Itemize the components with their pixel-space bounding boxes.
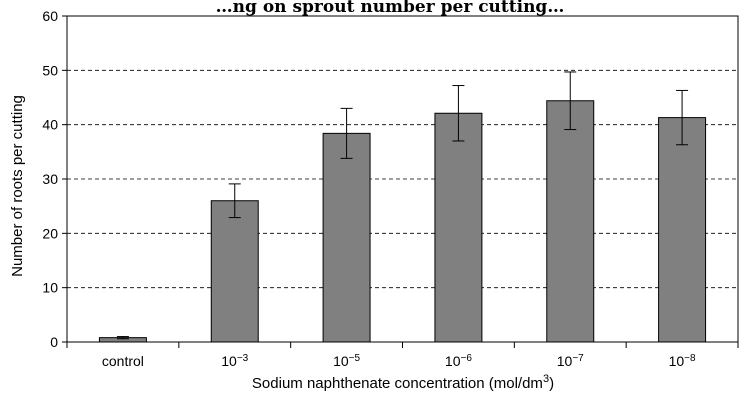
x-tick-label: 10−7 [557,353,584,370]
x-axis-title-text: Sodium naphthenate concentration (mol/dm [252,375,543,392]
y-tick-label: 40 [42,117,58,133]
bar [322,132,371,343]
bar [658,117,707,343]
y-tick-label: 50 [42,62,58,78]
y-tick-label: 30 [42,171,58,187]
x-axis-title-sup: 3 [543,373,549,385]
bar [434,112,483,343]
y-axis-title: Number of roots per cutting [9,95,26,277]
gridlines [67,15,738,289]
y-tick-label: 20 [42,225,58,241]
x-tick-label: 10−3 [221,353,248,370]
bar [210,200,259,343]
x-axis-title: Sodium naphthenate concentration (mol/dm… [252,373,554,392]
x-tick-label: 10−8 [669,353,696,370]
bars [98,100,707,343]
y-tick-label: 0 [50,334,58,350]
x-tick-label: 10−6 [445,353,472,370]
y-tick-label: 10 [42,280,58,296]
x-axis-title-end: ) [549,375,554,392]
chart-title: …ng on sprout number per cutting… [216,0,565,17]
error-bars [116,71,689,340]
x-tick-label: 10−5 [333,353,360,370]
y-axis: 0 10 20 30 40 50 60 [42,8,67,350]
y-tick-label: 60 [42,8,58,24]
bar [546,100,595,343]
x-tick-label: control [102,353,144,369]
x-axis: control 10−3 10−5 10−6 10−7 10−8 [66,342,739,370]
